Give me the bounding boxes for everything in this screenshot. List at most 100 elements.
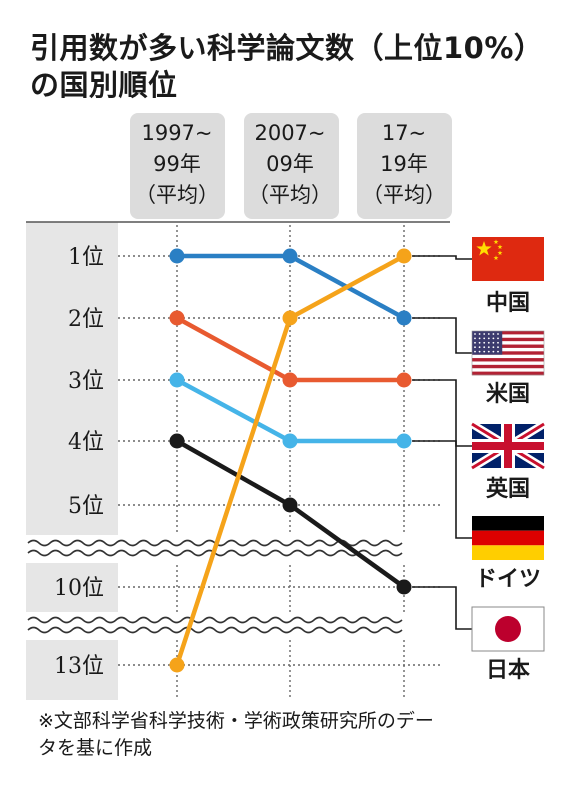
data-point [169,657,185,673]
flag-star [492,350,495,353]
flag-star [478,341,481,344]
flag-band [472,530,544,546]
period-label: 09年 [266,152,314,176]
source-note-line2: タを基に作成 [38,737,153,759]
flag-star [474,346,476,349]
source-note: ※文部科学省科学技術・学術政策研究所のデー タを基に作成 [38,708,558,762]
period-label: 19年 [380,152,428,176]
flag-star [483,337,486,340]
flag-star [497,341,499,344]
flag-star [487,350,490,353]
flag-stripe [472,368,544,372]
flag-stripe [472,341,544,345]
rank-tick-label: 3位 [68,369,104,394]
data-point [282,433,298,449]
rank-tick-label: 10位 [54,576,104,601]
rank-tick-label: 1位 [68,245,104,270]
flag-stripe [472,361,544,366]
flag-star [476,241,492,256]
flag-canton [472,331,503,355]
flag-star [492,337,495,340]
leader-line [412,255,472,260]
source-note-line1: ※文部科学省科学技術・学術政策研究所のデー [38,710,434,732]
flag-star [483,346,486,349]
flag-stripe [472,331,544,335]
period-label: 1997~ [141,121,212,145]
period-label: 17~ [382,121,426,145]
chart-title: 引用数が多い科学論文数（上位10%） の国別順位 [30,30,543,104]
flag-star [487,341,490,344]
rank-tick-label: 5位 [68,494,104,519]
flag-stripe [472,337,544,342]
flag-stripe [472,344,544,349]
flag-star [474,341,476,344]
flag-star [497,350,499,353]
flag-star [478,337,481,340]
flag-band [472,516,544,531]
leader-line [412,586,472,630]
flag-star [492,346,495,349]
flag-star [487,337,490,340]
rank-tick-label: 2位 [68,307,104,332]
country-label: ドイツ [475,567,541,592]
leader-line [412,317,472,354]
flag-stripe [472,364,544,369]
flag-star [493,239,499,245]
period-header-box [130,113,225,219]
usa-flag [471,330,545,376]
data-point [282,497,298,513]
japan-flag [471,606,545,652]
chart-title-line1: 引用数が多い科学論文数（上位10%） [30,31,544,65]
flag-star [483,333,486,335]
flag-star [487,333,490,335]
data-point [396,248,412,264]
rank-tick-label: 4位 [68,430,104,455]
leader-line [412,440,472,447]
flag-star [497,244,503,250]
flag-star [497,346,499,349]
flag-star [483,341,486,344]
flag-stripe [472,358,544,362]
flag-star [474,337,476,340]
flag-star [478,346,481,349]
period-label: （平均） [248,183,332,207]
data-point [169,372,185,388]
flag-star [487,346,490,349]
flag-star [493,255,499,261]
flag-border [471,330,545,376]
flag-star [497,333,499,335]
flag-star [478,350,481,353]
period-label: （平均） [362,183,446,207]
flag-stripe [472,347,544,352]
axis-break-wave [27,616,403,634]
data-point [282,248,298,264]
data-point [169,433,185,449]
flag-stripe [472,334,544,339]
flag-band [472,545,544,560]
flag-star [478,333,481,335]
flag-field [472,237,544,281]
data-point [396,310,412,326]
flag-star [474,350,476,353]
period-label: 2007~ [254,121,325,145]
axis-break-mask [26,612,406,640]
data-point [169,310,185,326]
country-label: 日本 [486,658,530,683]
data-point [396,433,412,449]
data-point [282,372,298,388]
country-label: 米国 [486,382,530,407]
chart-title-line2: の国別順位 [30,68,178,102]
data-point [396,372,412,388]
leader-line [412,379,472,539]
data-point [396,579,412,595]
flag-star [497,250,503,256]
flag-star [474,333,476,335]
flag-star [497,337,499,340]
china-flag [472,237,544,281]
flag-star [492,341,495,344]
period-header-box [244,113,339,219]
flag-sun [495,616,521,642]
flag-stripe [472,351,544,355]
